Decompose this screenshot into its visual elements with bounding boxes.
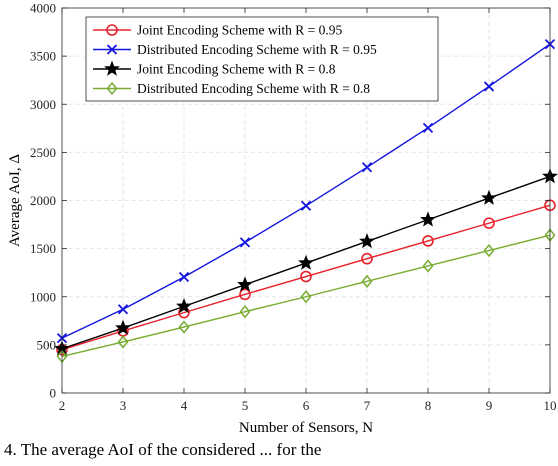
series-4 — [56, 228, 556, 364]
data-point — [178, 271, 190, 283]
series-line — [61, 234, 551, 358]
data-point — [300, 200, 312, 211]
data-point — [117, 304, 129, 315]
data-point — [361, 162, 373, 173]
data-point — [117, 335, 129, 349]
data-point — [361, 274, 373, 289]
data-point — [483, 81, 495, 92]
y-tick-label: 2000 — [30, 193, 56, 208]
y-tick-label: 3500 — [30, 49, 56, 64]
data-point — [483, 243, 495, 258]
data-point — [178, 320, 190, 334]
x-tick-label: 5 — [242, 398, 249, 413]
legend-box — [85, 16, 439, 102]
data-point — [239, 304, 251, 319]
x-tick-label: 3 — [120, 398, 127, 413]
figure-caption: 4. The average AoI of the considered ...… — [4, 440, 322, 459]
data-point — [298, 254, 314, 270]
data-point — [359, 233, 375, 249]
y-tick-label: 1000 — [30, 289, 56, 304]
data-point — [420, 211, 436, 227]
legend-marker — [106, 24, 118, 36]
axes: 2 3 4 5 6 7 8 9 10 0 500 1000 1500 2000 2500 3000 3500 40… — [7, 1, 557, 437]
legend-label: Joint Encoding Scheme with R = 0.95 — [137, 23, 342, 38]
data-point — [422, 235, 434, 247]
y-tick-label: 2500 — [30, 145, 56, 160]
legend-marker — [106, 44, 118, 55]
y-axis-title: Average AoI, Δ — [7, 154, 23, 247]
y-tick-label: 1500 — [30, 241, 56, 256]
x-tick-label: 9 — [486, 398, 493, 413]
x-tick-label: 7 — [364, 398, 371, 413]
data-point — [483, 217, 495, 229]
data-point — [239, 237, 251, 248]
data-point — [481, 189, 497, 205]
data-point — [300, 270, 312, 283]
series-line — [61, 204, 551, 351]
data-point — [176, 298, 192, 314]
x-axis-title: Number of Sensors, N — [239, 420, 373, 436]
data-point — [115, 319, 131, 335]
y-tick-label: 4000 — [30, 1, 56, 16]
legend: Joint Encoding Scheme with R = 0.95 Distr… — [85, 16, 439, 102]
x-tick-label: 4 — [181, 398, 188, 413]
legend-marker — [104, 60, 120, 76]
data-point — [361, 252, 373, 265]
data-point — [239, 288, 251, 301]
x-tick-label: 8 — [425, 398, 432, 413]
y-tick-label: 0 — [50, 386, 57, 401]
y-tick-label: 3000 — [30, 97, 56, 112]
data-point — [422, 259, 434, 273]
legend-marker — [106, 81, 118, 96]
x-tick-label: 10 — [544, 398, 557, 413]
legend-label: Distributed Encoding Scheme with R = 0.8 — [137, 81, 370, 96]
data-point — [422, 122, 434, 133]
y-tick-label: 500 — [37, 337, 57, 352]
x-tick-label: 2 — [59, 398, 66, 413]
data-point — [237, 276, 253, 292]
data-point — [300, 290, 312, 304]
legend-label: Distributed Encoding Scheme with R = 0.9… — [137, 42, 377, 57]
x-tick-label: 6 — [303, 398, 310, 413]
legend-label: Joint Encoding Scheme with R = 0.8 — [137, 62, 336, 77]
